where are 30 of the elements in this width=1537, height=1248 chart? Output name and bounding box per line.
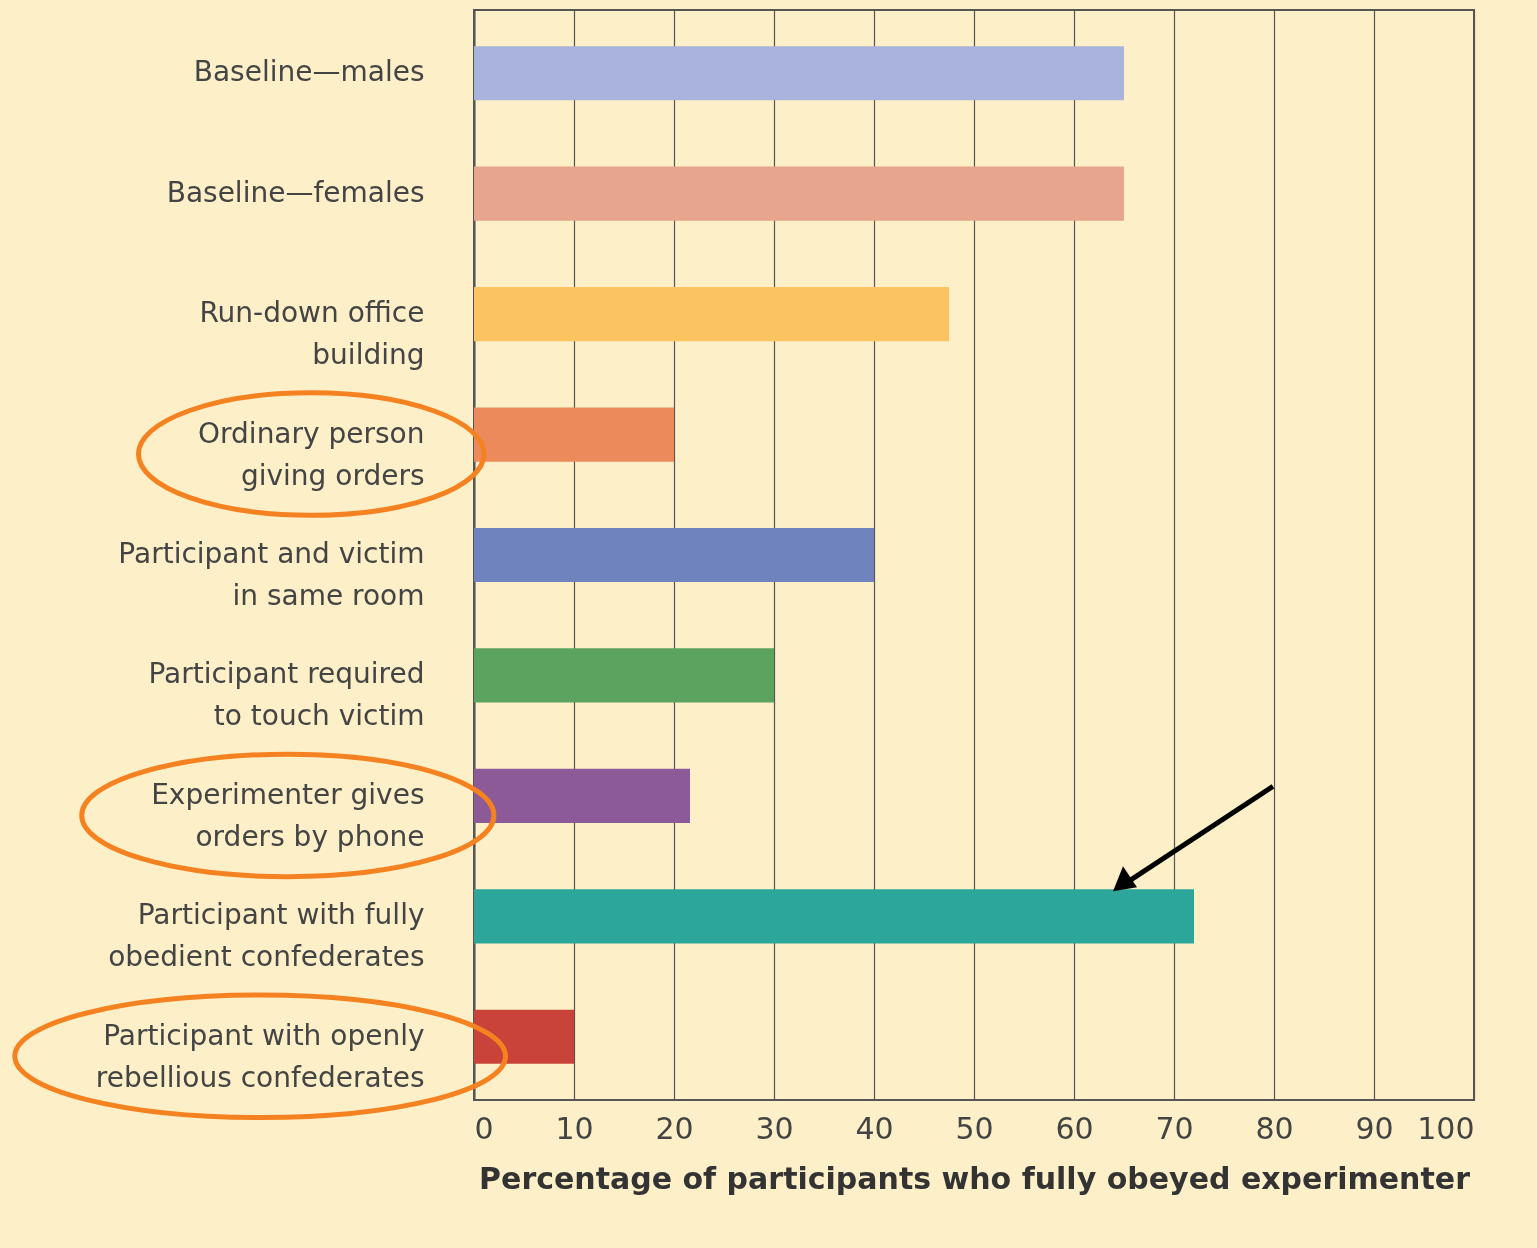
y-tick-label: Baseline—females [166, 175, 425, 209]
x-tick-label: 80 [1255, 1110, 1294, 1146]
bar [474, 407, 674, 462]
y-tick-label: Participant with fully obedient confederates [108, 898, 425, 974]
y-tick-label: Ordinary person giving orders [198, 416, 425, 492]
bar [474, 648, 774, 703]
x-tick-label: 40 [855, 1110, 894, 1146]
x-tick-label: 100 [1417, 1110, 1475, 1146]
bar [474, 46, 1124, 101]
bar [474, 166, 1124, 221]
x-tick-label: 30 [755, 1110, 794, 1146]
x-tick-label: 10 [555, 1110, 594, 1146]
y-tick-label: Participant required to touch victim [148, 657, 425, 733]
x-tick-label: 70 [1155, 1110, 1194, 1146]
x-tick-label: 0 [474, 1110, 494, 1146]
x-tick-label: 90 [1355, 1110, 1394, 1146]
bar [474, 768, 690, 823]
bar [474, 1009, 574, 1064]
x-tick-label: 20 [655, 1110, 694, 1146]
y-tick-label: Participant and victim in same room [118, 537, 425, 612]
x-axis-title: Percentage of participants who fully obeyed experimenter [479, 1160, 1471, 1196]
bar [474, 889, 1194, 944]
x-tick-label: 60 [1055, 1110, 1094, 1146]
y-tick-label: Baseline—males [193, 55, 425, 89]
bar [474, 527, 874, 583]
y-tick-label: Run-down office building [199, 296, 425, 372]
y-tick-label: Participant with openly rebellious confederates [95, 1018, 425, 1094]
bar [474, 287, 949, 342]
y-tick-label: Experimenter gives orders by phone [151, 777, 425, 853]
x-tick-label: 50 [955, 1110, 994, 1146]
